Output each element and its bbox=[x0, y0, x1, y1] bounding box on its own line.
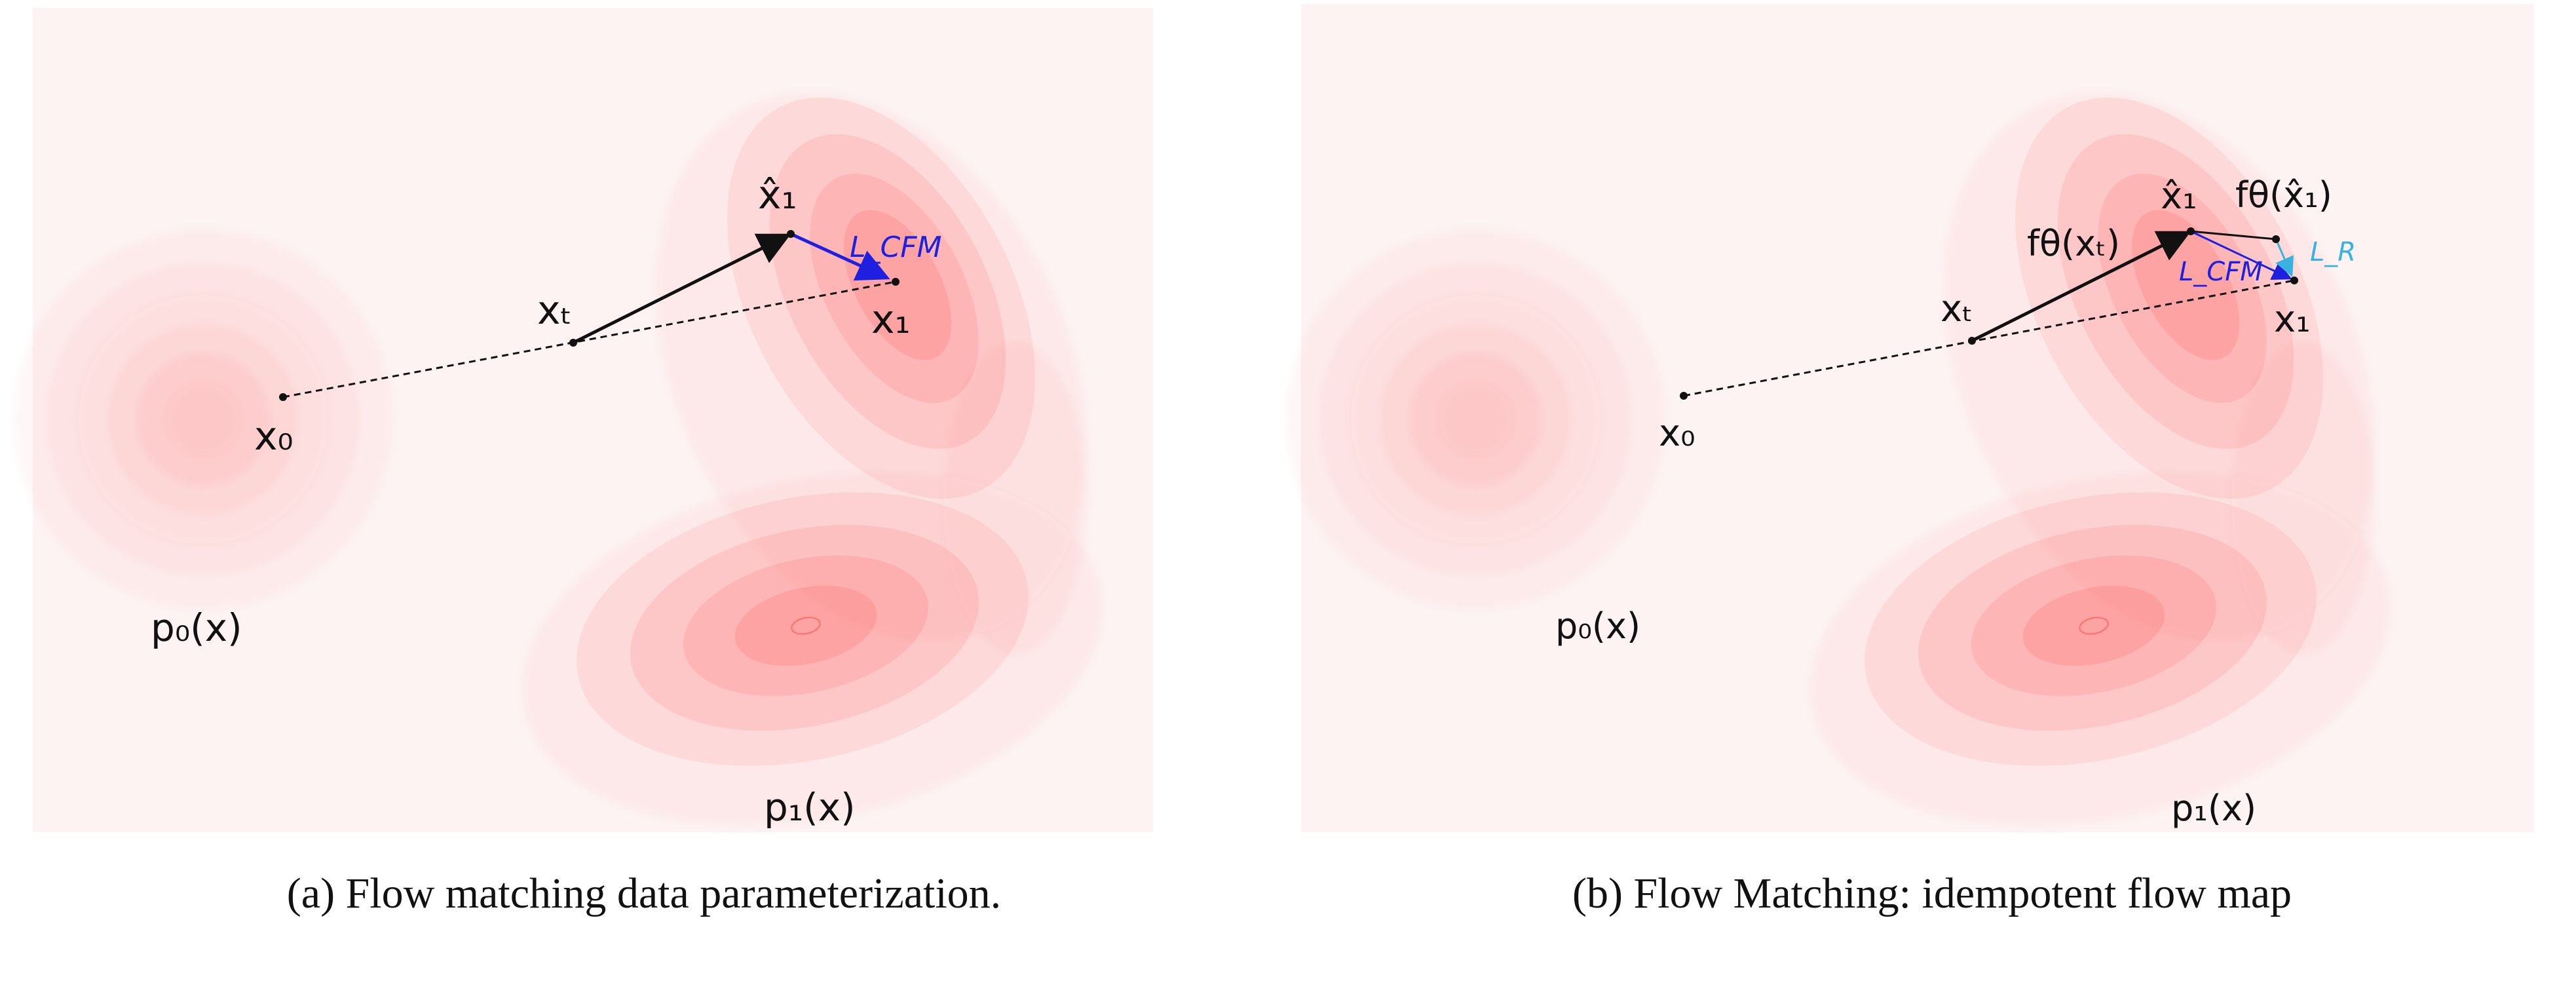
p1-density bbox=[521, 92, 1103, 826]
loss-cfm-label: L_CFM bbox=[2179, 257, 2263, 287]
x1hat-point bbox=[2187, 227, 2195, 235]
p1-label: p₁(x) bbox=[2171, 788, 2256, 829]
f-theta-x1hat-label: fθ(x̂₁) bbox=[2235, 174, 2332, 216]
x0-label: x₀ bbox=[1659, 412, 1695, 455]
p1-density bbox=[1809, 92, 2391, 826]
f-theta-xt-label: fθ(xₜ) bbox=[2027, 223, 2120, 264]
diagram-b: x₀ xₜ x̂₁ x₁ fθ(xₜ) fθ(x̂₁) L_CFM L_R p₀… bbox=[1301, 4, 2534, 832]
interpolation-line bbox=[282, 280, 896, 398]
f-theta-x1hat-point bbox=[2272, 235, 2280, 243]
xt-label: xₜ bbox=[537, 288, 572, 334]
xt-point bbox=[569, 339, 577, 347]
x1-label: x₁ bbox=[871, 297, 911, 343]
panel-a: x₀ xₜ x̂₁ x₁ L_CFM p₀(x) p₁(x) (a) Flow … bbox=[33, 8, 1153, 917]
x1hat-label: x̂₁ bbox=[758, 172, 797, 218]
x1hat-point bbox=[787, 230, 795, 238]
f-theta-xt-arrow bbox=[1971, 231, 2191, 343]
loss-r-label: L_R bbox=[2310, 237, 2356, 267]
x1hat-label: x̂₁ bbox=[2161, 175, 2197, 218]
p0-label: p₀(x) bbox=[151, 605, 242, 650]
loss-cfm-arrow bbox=[2190, 230, 2292, 280]
x0-label: x₀ bbox=[254, 413, 294, 459]
x1-point bbox=[2290, 277, 2298, 284]
caption-b: (b) Flow Matching: idempotent flow map bbox=[1572, 870, 2292, 917]
p0-label: p₀(x) bbox=[1555, 605, 1640, 647]
x0-point bbox=[279, 393, 287, 401]
interpolation-line bbox=[1683, 279, 2295, 397]
x1-point bbox=[892, 278, 900, 286]
caption-a: (a) Flow matching data parameterization. bbox=[286, 870, 1002, 917]
x0-point bbox=[1680, 392, 1688, 400]
velocity-arrow bbox=[572, 233, 791, 345]
x1-label: x₁ bbox=[2274, 298, 2311, 341]
xt-point bbox=[1968, 337, 1976, 345]
diagram-a: x₀ xₜ x̂₁ x₁ L_CFM p₀(x) p₁(x) bbox=[33, 8, 1153, 832]
panel-b: x₀ xₜ x̂₁ x₁ fθ(xₜ) fθ(x̂₁) L_CFM L_R p₀… bbox=[1288, 0, 2576, 996]
xt-label: xₜ bbox=[1941, 288, 1973, 330]
f-theta-x1hat-line bbox=[2190, 230, 2277, 240]
loss-r-arrow bbox=[2275, 239, 2294, 277]
loss-cfm-arrow bbox=[789, 232, 890, 281]
loss-cfm-label: L_CFM bbox=[850, 231, 942, 264]
p1-label: p₁(x) bbox=[764, 785, 856, 830]
p0-density bbox=[1318, 262, 1633, 577]
p0-density bbox=[46, 262, 360, 577]
